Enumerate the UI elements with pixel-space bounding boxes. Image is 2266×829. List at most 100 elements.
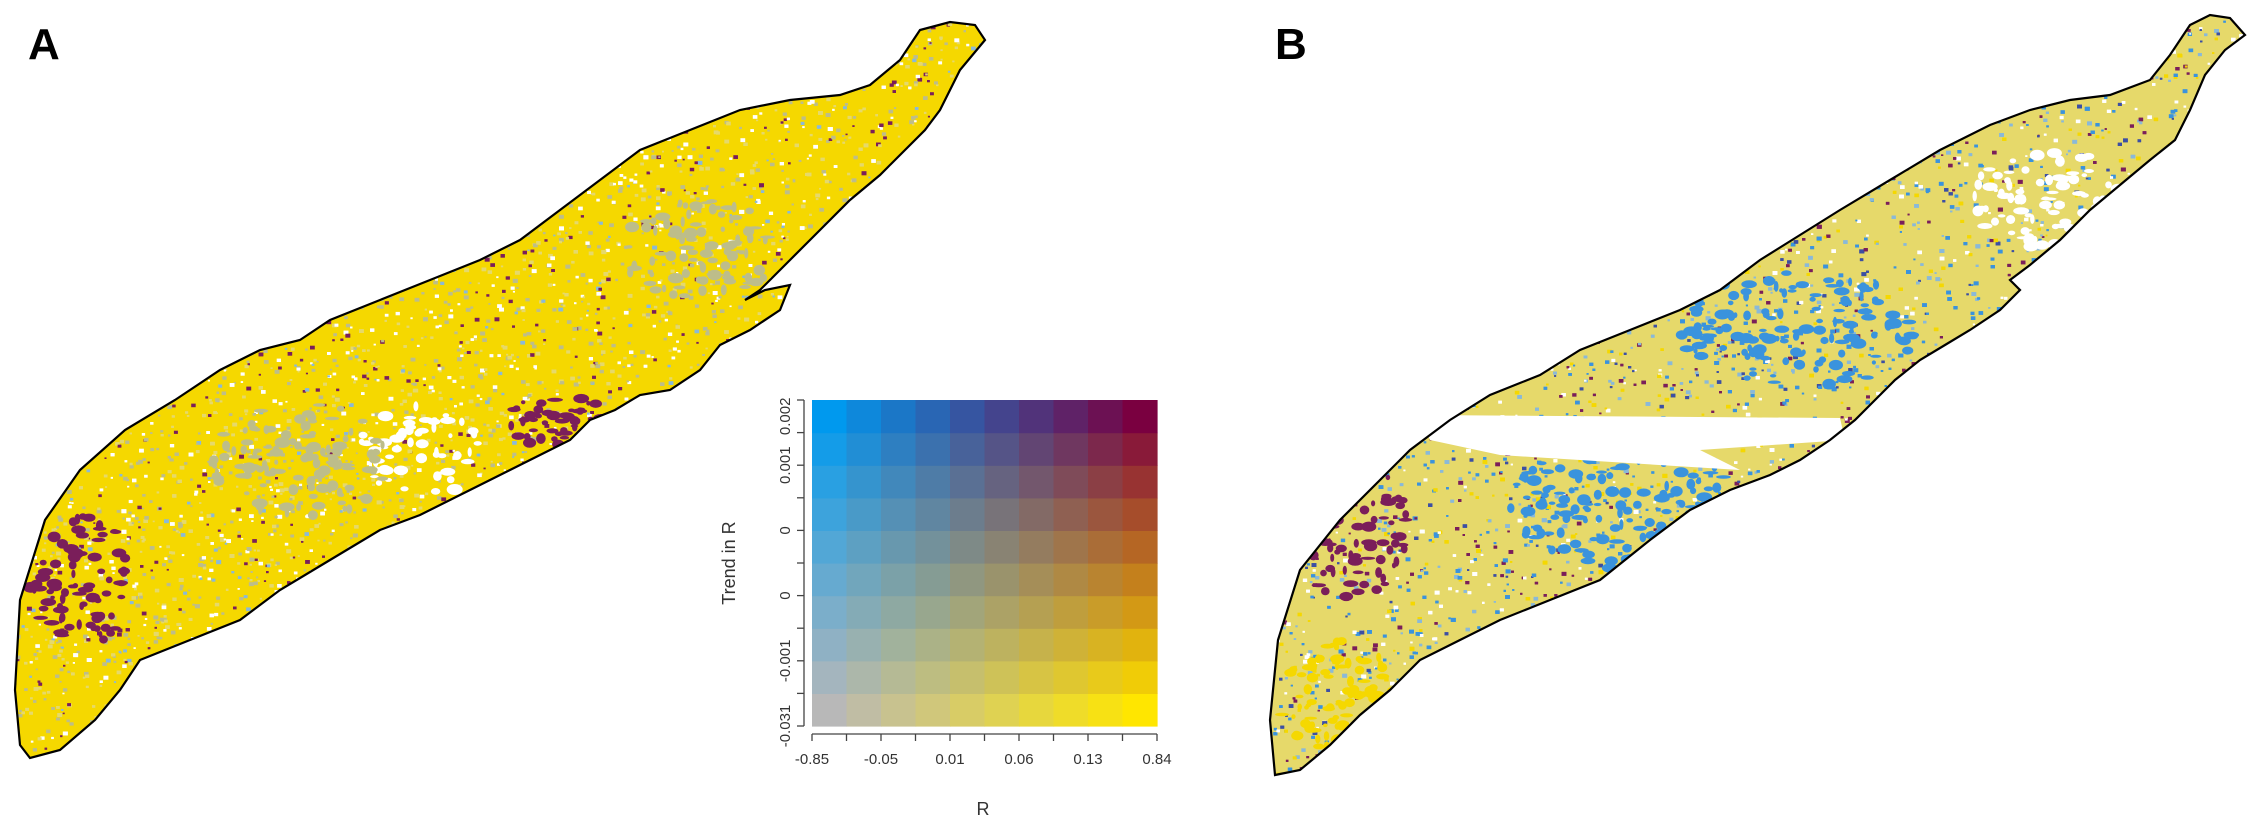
- map-pixel: [798, 159, 802, 162]
- map-pixel: [533, 365, 537, 369]
- map-pixel: [126, 537, 130, 541]
- map-pixel: [788, 616, 793, 621]
- map-pixel: [464, 169, 468, 172]
- map-pixel: [612, 44, 617, 48]
- map-pixel: [773, 688, 777, 692]
- map-pixel: [759, 337, 762, 340]
- map-pixel: [356, 344, 361, 348]
- map-pixel: [906, 237, 912, 242]
- map-pixel: [238, 518, 242, 521]
- map-pixel: [373, 367, 378, 371]
- map-pixel: [265, 299, 268, 302]
- map-pixel: [309, 197, 312, 200]
- map-pixel: [75, 62, 78, 65]
- map-pixel: [963, 213, 968, 217]
- map-pixel: [110, 476, 113, 479]
- map-pixel: [411, 464, 414, 467]
- map-pixel: [956, 342, 961, 346]
- map-pixel: [710, 80, 714, 83]
- map-pixel: [970, 312, 973, 314]
- map-pixel: [423, 614, 427, 617]
- map-pixel: [167, 456, 171, 459]
- map-pixel: [864, 367, 869, 370]
- map-pixel: [64, 405, 67, 408]
- map-pixel: [434, 441, 438, 444]
- map-pixel: [290, 227, 294, 230]
- map-pixel: [328, 541, 332, 545]
- map-pixel: [617, 374, 622, 378]
- map-pixel: [911, 193, 916, 198]
- map-pixel: [630, 630, 634, 633]
- map-pixel: [117, 166, 122, 170]
- map-pixel: [524, 606, 527, 609]
- map-pixel: [602, 60, 607, 65]
- map-pixel: [67, 40, 72, 44]
- map-pixel: [258, 319, 264, 324]
- map-pixel: [830, 41, 834, 45]
- map-pixel: [97, 54, 103, 58]
- map-pixel: [179, 584, 184, 588]
- map-pixel: [27, 612, 31, 616]
- map-pixel: [467, 680, 471, 684]
- map-pixel: [276, 308, 279, 311]
- map-pixel: [965, 140, 970, 144]
- map-pixel: [171, 551, 176, 555]
- map-pixel: [623, 591, 628, 595]
- map-pixel: [789, 39, 794, 44]
- map-pixel: [483, 742, 489, 746]
- map-pixel: [569, 117, 573, 120]
- map-pixel: [792, 180, 796, 183]
- map-pixel: [178, 243, 184, 247]
- map-pixel: [31, 111, 36, 115]
- map-pixel: [483, 489, 488, 494]
- map-pixel: [40, 28, 45, 32]
- map-pixel: [378, 91, 382, 95]
- map-pixel: [805, 296, 809, 299]
- map-pixel: [80, 409, 85, 413]
- map-pixel: [381, 178, 386, 183]
- map-pixel: [807, 550, 812, 554]
- map-pixel: [180, 128, 186, 132]
- map-pixel: [604, 98, 609, 102]
- map-pixel: [629, 477, 633, 480]
- map-pixel: [128, 123, 132, 127]
- map-pixel: [618, 620, 622, 623]
- map-pixel: [505, 45, 510, 49]
- map-pixel: [854, 315, 857, 318]
- map-pixel: [668, 28, 671, 30]
- map-pixel: [940, 291, 945, 295]
- map-pixel: [704, 440, 708, 443]
- map-pixel: [639, 594, 644, 598]
- map-pixel: [238, 644, 242, 647]
- map-pixel: [367, 695, 373, 700]
- map-pixel: [467, 216, 471, 220]
- map-pixel: [56, 143, 60, 147]
- map-pixel: [244, 297, 249, 301]
- map-pixel: [411, 41, 415, 44]
- map-pixel: [453, 290, 456, 293]
- map-pixel: [945, 164, 949, 167]
- map-pixel: [412, 267, 416, 270]
- map-pixel: [442, 122, 447, 125]
- map-pixel: [15, 332, 16, 335]
- map-pixel: [771, 241, 776, 246]
- map-pixel: [407, 143, 411, 146]
- map-pixel: [553, 234, 556, 237]
- map-pixel: [865, 223, 870, 227]
- map-pixel: [43, 698, 47, 701]
- map-pixel: [104, 143, 108, 147]
- map-pixel: [479, 112, 483, 116]
- map-pixel: [752, 115, 758, 119]
- map-pixel: [294, 257, 298, 260]
- map-pixel: [406, 530, 410, 533]
- map-pixel: [197, 484, 202, 488]
- map-pixel: [464, 77, 468, 80]
- map-pixel: [566, 29, 571, 34]
- map-pixel: [758, 579, 762, 582]
- map-pixel: [246, 639, 250, 642]
- map-pixel: [939, 321, 943, 324]
- map-pixel: [635, 493, 639, 495]
- map-pixel: [80, 583, 85, 587]
- map-pixel: [148, 378, 153, 382]
- map-pixel: [524, 451, 527, 453]
